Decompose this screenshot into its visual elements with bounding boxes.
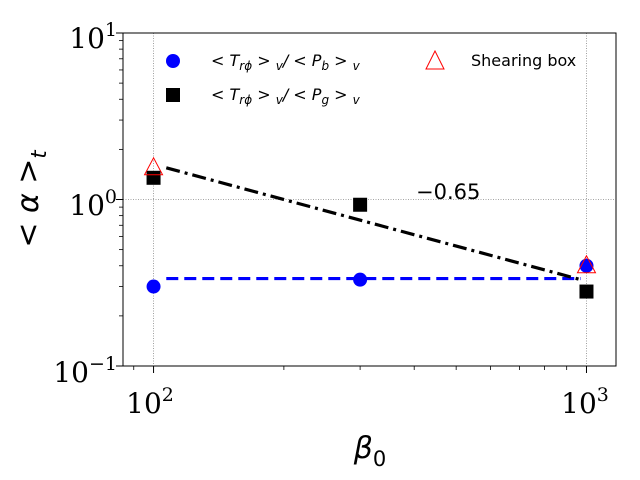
y-axis-label: < α >t bbox=[11, 150, 51, 248]
point-circle-0 bbox=[146, 279, 161, 294]
legend-marker-circle bbox=[166, 54, 180, 68]
plot-area bbox=[123, 33, 616, 366]
legend-label-pb: < Trϕ > v/ < Pb > v bbox=[211, 51, 361, 73]
plot-frame bbox=[122, 32, 617, 367]
data-marks bbox=[143, 156, 597, 299]
point-square-2 bbox=[579, 284, 594, 299]
fit-lines bbox=[165, 166, 582, 282]
point-triangle-0 bbox=[143, 156, 164, 176]
y-tick-label-10: 101 bbox=[69, 19, 117, 55]
legend-marker-triangle bbox=[425, 49, 445, 70]
point-circle-1 bbox=[353, 272, 368, 287]
minor-ticks bbox=[119, 40, 568, 370]
legend-label-shearing-box: Shearing box bbox=[471, 51, 576, 70]
fit-line-1 bbox=[165, 166, 582, 282]
y-tick-label-1: 100 bbox=[69, 186, 117, 222]
point-triangle-1 bbox=[576, 254, 597, 274]
legend-marker-square bbox=[166, 88, 180, 102]
x-tick-label-100: 102 bbox=[126, 384, 174, 420]
point-square-1 bbox=[353, 197, 368, 212]
y-tick-label-0.1: 10−1 bbox=[53, 353, 117, 389]
x-tick-label-1000: 103 bbox=[561, 384, 609, 420]
legend-label-pg: < Trϕ > v/ < Pg > v bbox=[211, 85, 361, 107]
x-axis-label: β0 bbox=[353, 431, 387, 471]
major-ticks bbox=[116, 32, 587, 373]
legend: < Trϕ > v/ < Pb > v < Trϕ > v/ < Pg > v … bbox=[166, 49, 576, 107]
point-square-0 bbox=[146, 170, 161, 185]
slope-annotation: −0.65 bbox=[416, 180, 480, 204]
